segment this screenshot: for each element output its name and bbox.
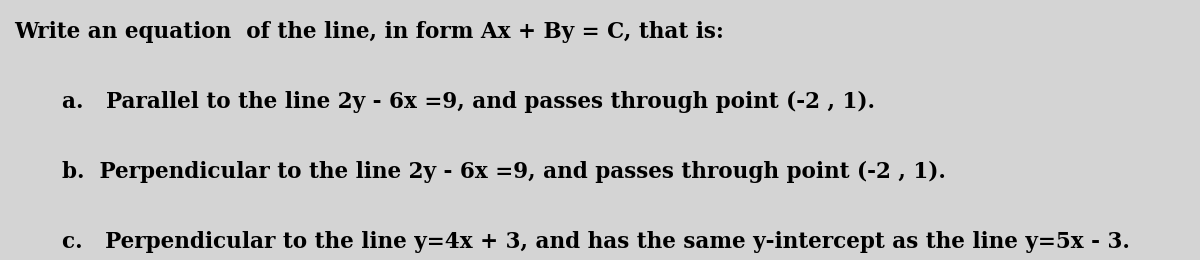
Text: c.   Perpendicular to the line y=4x + 3, and has the same y-intercept as the lin: c. Perpendicular to the line y=4x + 3, a… <box>62 231 1130 254</box>
Text: a.   Parallel to the line 2y - 6x =9, and passes through point (-2 , 1).: a. Parallel to the line 2y - 6x =9, and … <box>62 91 876 113</box>
Text: Write an equation  of the line, in form Ax + By = C, that is:: Write an equation of the line, in form A… <box>14 21 725 43</box>
Text: b.  Perpendicular to the line 2y - 6x =9, and passes through point (-2 , 1).: b. Perpendicular to the line 2y - 6x =9,… <box>62 161 947 183</box>
